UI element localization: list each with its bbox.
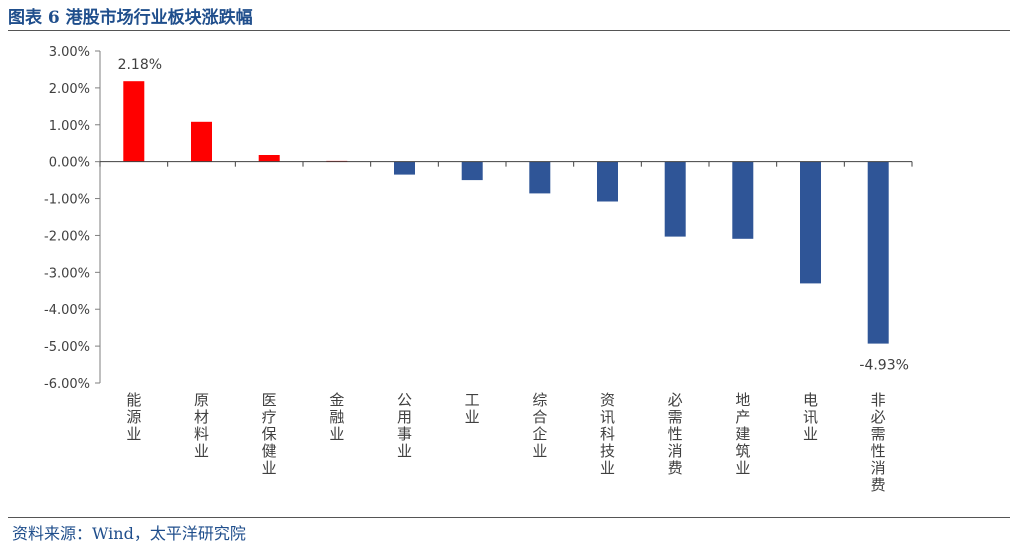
bar-6: [461, 161, 483, 181]
category-label: 金融业: [329, 391, 344, 443]
chart-title: 图表 6 港股市场行业板块涨跌幅: [8, 8, 253, 28]
y-tick-label: -5.00%: [44, 340, 90, 355]
category-label: 非必需性消费: [871, 391, 886, 494]
bar-2: [191, 121, 212, 162]
category-label: 地产建筑业: [735, 391, 750, 477]
bottom-divider: [8, 517, 1010, 518]
y-tick-label: -3.00%: [44, 266, 90, 281]
y-tick-label: -6.00%: [44, 377, 90, 392]
y-tick-label: -1.00%: [44, 193, 90, 208]
category-label: 原材料业: [194, 391, 209, 460]
bar-8: [597, 161, 618, 202]
bar-10: [732, 161, 754, 239]
bar-9: [664, 161, 686, 237]
category-label: 必需性消费: [668, 391, 683, 477]
bar-3: [258, 155, 280, 162]
bar-12: [867, 161, 889, 344]
category-label: 公用事业: [397, 391, 412, 460]
bar-5: [394, 161, 415, 175]
data-label: 2.18%: [118, 57, 162, 73]
category-label: 能源业: [126, 391, 141, 443]
bar-11: [800, 161, 821, 284]
y-tick-label: -2.00%: [44, 229, 90, 244]
category-label: 综合企业: [532, 391, 547, 460]
y-tick-label: 3.00%: [49, 45, 90, 60]
category-label: 电讯业: [803, 391, 818, 443]
bar-1: [123, 81, 145, 162]
category-label: 医疗保健业: [262, 391, 277, 477]
y-tick-label: -4.00%: [44, 303, 90, 318]
category-label: 资讯科技业: [600, 391, 615, 477]
data-label: -4.93%: [859, 358, 909, 374]
top-divider: [8, 30, 1010, 31]
y-tick-label: 1.00%: [49, 119, 90, 134]
y-tick-label: 0.00%: [49, 156, 90, 171]
y-tick-label: 2.00%: [49, 82, 90, 97]
bar-7: [529, 161, 551, 194]
source-note: 资料来源：Wind，太平洋研究院: [12, 524, 246, 543]
category-label: 工业: [465, 391, 480, 426]
